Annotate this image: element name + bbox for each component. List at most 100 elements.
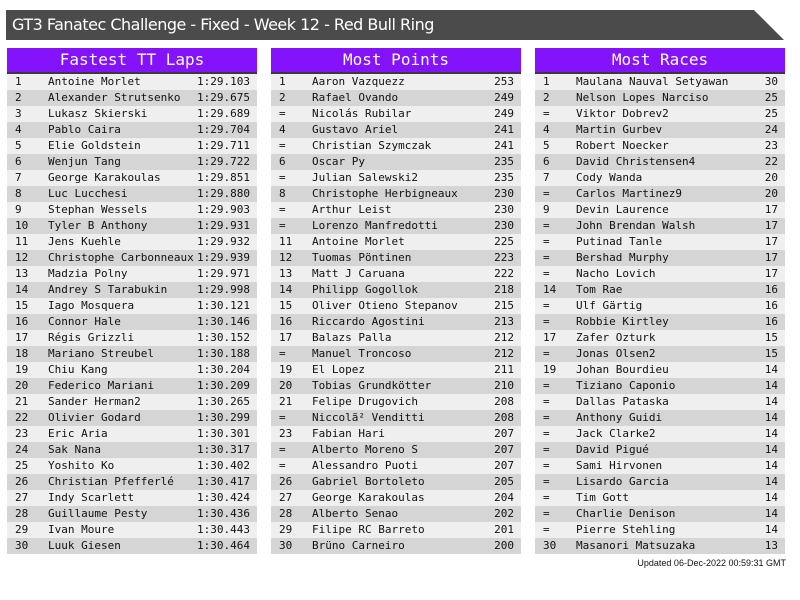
table-row: = Anthony Guidi 14 [535, 410, 785, 426]
leaderboard-list: 1 Aaron Vazquezz 253 2 Rafael Ovando 249 = Nico… [271, 74, 521, 554]
value-cell: 1:29.998 [197, 283, 250, 296]
table-row: 28 Alberto Senao 202 [271, 506, 521, 522]
rank-cell: 15 [15, 299, 29, 312]
rank-cell: 24 [15, 443, 29, 456]
table-row: 19 El Lopez 211 [271, 362, 521, 378]
table-row: = Alberto Moreno S 207 [271, 442, 521, 458]
table-row: 21 Sander Herman2 1:30.265 [7, 394, 257, 410]
table-row: 14 Philipp Gogollok 218 [271, 282, 521, 298]
driver-name: Tiziano Caponio [576, 379, 676, 392]
driver-name: Ivan Moure [48, 523, 115, 536]
value-cell: 207 [494, 443, 514, 456]
driver-name: Arthur Leist [312, 203, 392, 216]
value-cell: 14 [764, 363, 778, 376]
value-cell: 14 [764, 507, 778, 520]
table-row: 29 Filipe RC Barreto 201 [271, 522, 521, 538]
value-cell: 1:29.851 [197, 171, 250, 184]
table-row: 4 Martin Gurbev 24 [535, 122, 785, 138]
driver-name: George Karakoulas [48, 171, 161, 184]
table-row: = Lisardo Garcia 14 [535, 474, 785, 490]
table-row: 16 Connor Hale 1:30.146 [7, 314, 257, 330]
value-cell: 1:30.265 [197, 395, 250, 408]
value-cell: 1:30.121 [197, 299, 250, 312]
rank-cell: 23 [15, 427, 29, 440]
driver-name: Masanori Matsuzaka [576, 539, 696, 552]
driver-name: Régis Grizzli [48, 331, 135, 344]
table-row: 11 Antoine Morlet 225 [271, 234, 521, 250]
table-row: 2 Alexander Strutsenko 1:29.675 [7, 90, 257, 106]
value-cell: 241 [494, 139, 514, 152]
table-row: 4 Gustavo Ariel 241 [271, 122, 521, 138]
driver-name: Niccolã² Venditti [312, 411, 425, 424]
rank-cell: 8 [279, 187, 286, 200]
table-row: = Julian Salewski2 235 [271, 170, 521, 186]
driver-name: Jonas Olsen2 [576, 347, 656, 360]
rank-cell: = [543, 347, 550, 360]
rank-cell: = [279, 171, 286, 184]
driver-name: Manuel Troncoso [312, 347, 412, 360]
value-cell: 16 [764, 299, 778, 312]
panel-fastest-tt-laps: Fastest TT Laps 1 Antoine Morlet 1:29.103 2… [7, 48, 257, 554]
driver-name: Maulana Nauval Setyawan [576, 75, 729, 88]
table-row: 19 Johan Bourdieu 14 [535, 362, 785, 378]
table-row: = David Pigué 14 [535, 442, 785, 458]
rank-cell: 30 [543, 539, 557, 552]
title-bar: GT3 Fanatec Challenge - Fixed - Week 12 … [6, 10, 784, 40]
table-row: 23 Eric Aria 1:30.301 [7, 426, 257, 442]
table-row: 1 Antoine Morlet 1:29.103 [7, 74, 257, 90]
value-cell: 1:30.209 [197, 379, 250, 392]
table-row: 15 Iago Mosquera 1:30.121 [7, 298, 257, 314]
table-row: = Jack Clarke2 14 [535, 426, 785, 442]
driver-name: Andrey S Tarabukin [48, 283, 168, 296]
driver-name: Wenjun Tang [48, 155, 121, 168]
rank-cell: 1 [543, 75, 550, 88]
driver-name: Connor Hale [48, 315, 121, 328]
driver-name: Martin Gurbev [576, 123, 663, 136]
rank-cell: 28 [279, 507, 293, 520]
rank-cell: 2 [543, 91, 550, 104]
rank-cell: 7 [543, 171, 550, 184]
table-row: = Charlie Denison 14 [535, 506, 785, 522]
value-cell: 235 [494, 171, 514, 184]
rank-cell: 7 [15, 171, 22, 184]
value-cell: 14 [764, 427, 778, 440]
table-row: = Alessandro Puoti 207 [271, 458, 521, 474]
value-cell: 1:30.299 [197, 411, 250, 424]
value-cell: 14 [764, 411, 778, 424]
rank-cell: 18 [15, 347, 29, 360]
value-cell: 14 [764, 491, 778, 504]
value-cell: 1:29.932 [197, 235, 250, 248]
rank-cell: 17 [15, 331, 29, 344]
rank-cell: 9 [15, 203, 22, 216]
table-row: 8 Luc Lucchesi 1:29.880 [7, 186, 257, 202]
driver-name: Tobias Grundkötter [312, 379, 432, 392]
driver-name: Carlos Martinez9 [576, 187, 682, 200]
table-row: 9 Devin Laurence 17 [535, 202, 785, 218]
driver-name: Matt J Caruana [312, 267, 405, 280]
rank-cell: 4 [15, 123, 22, 136]
rank-cell: = [543, 379, 550, 392]
driver-name: Tyler B Anthony [48, 219, 148, 232]
value-cell: 25 [764, 91, 778, 104]
table-row: 4 Pablo Caira 1:29.704 [7, 122, 257, 138]
rank-cell: = [279, 219, 286, 232]
driver-name: Alberto Senao [312, 507, 399, 520]
driver-name: Johan Bourdieu [576, 363, 669, 376]
rank-cell: 30 [279, 539, 293, 552]
table-row: 11 Jens Kuehle 1:29.932 [7, 234, 257, 250]
table-row: 19 Chiu Kang 1:30.204 [7, 362, 257, 378]
value-cell: 230 [494, 187, 514, 200]
driver-name: John Brendan Walsh [576, 219, 696, 232]
value-cell: 15 [764, 331, 778, 344]
table-row: 12 Tuomas Pöntinen 223 [271, 250, 521, 266]
driver-name: Indy Scarlett [48, 491, 135, 504]
rank-cell: = [279, 411, 286, 424]
value-cell: 208 [494, 395, 514, 408]
table-row: 26 Gabriel Bortoleto 205 [271, 474, 521, 490]
value-cell: 235 [494, 155, 514, 168]
rank-cell: 11 [15, 235, 29, 248]
rank-cell: = [543, 523, 550, 536]
value-cell: 1:29.103 [197, 75, 250, 88]
rank-cell: = [543, 251, 550, 264]
rank-cell: 12 [15, 251, 29, 264]
